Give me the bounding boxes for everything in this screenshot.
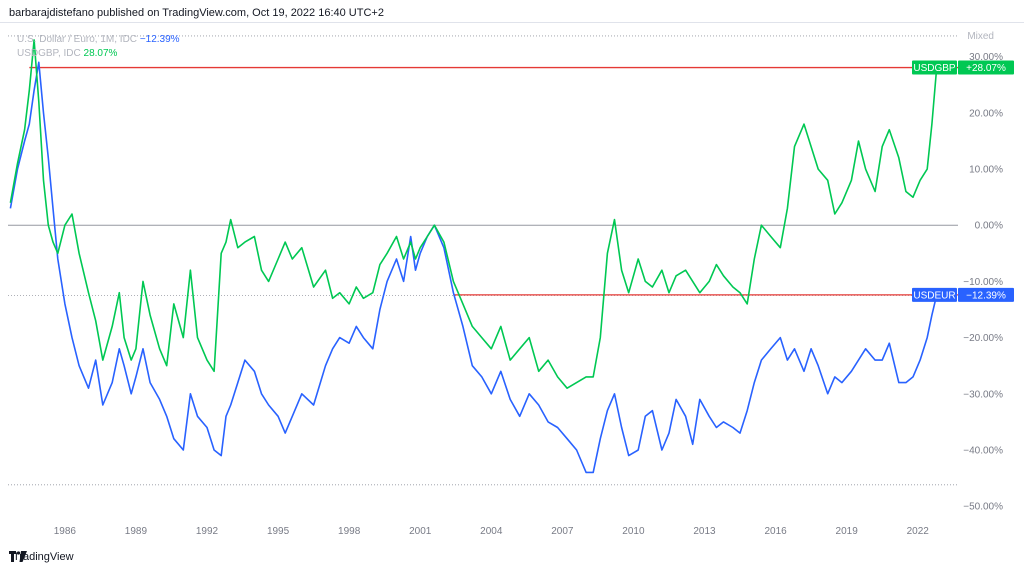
series-line-usdgbp [9,39,938,390]
footer-brand-label: TradingView [13,551,74,563]
y-tick-label: −20.00% [963,333,1003,344]
badge-name-label: USDEUR [913,290,955,301]
x-tick-label: 1992 [196,526,219,537]
legend: U.S. Dollar / Euro, 1M, IDC −12.39% USDG… [17,33,180,61]
y-tick-label: 10.00% [969,165,1003,176]
badge-usdeur: USDEUR −12.39% [912,287,1014,302]
badge-value-bg [958,60,1014,75]
badge-value-label: −12.39% [966,290,1006,301]
x-tick-label: 2019 [836,526,859,537]
legend-usdgbp-value: 28.07% [83,48,118,59]
y-tick-label: 30.00% [969,52,1003,63]
x-tick-label: 2016 [764,526,787,537]
x-tick-label: 2007 [551,526,574,537]
legend-usdgbp[interactable]: USDGBP, IDC 28.07% [17,47,180,61]
footer-brand[interactable]: TradingView [9,551,74,563]
series-line-usdeur [9,61,938,474]
x-tick-label: 2001 [409,526,432,537]
chart-area[interactable]: 30.00% 20.00% 10.00% 0.00% −10.00% −20.00% −30… [0,22,1024,548]
x-tick-label: 1986 [54,526,77,537]
publish-info: barbarajdistefano published on TradingVi… [9,7,384,19]
legend-usdgbp-label: USDGBP, IDC [17,48,81,59]
x-tick-label: 1989 [125,526,148,537]
x-tick-label: 2013 [693,526,716,537]
badge-value-bg [958,287,1014,302]
x-tick-label: 1998 [338,526,361,537]
y-tick-label: −30.00% [963,389,1003,400]
badge-usdgbp: USDGBP +28.07% [912,60,1014,75]
x-tick-label: 2004 [480,526,503,537]
y-tick-label: −50.00% [963,502,1003,513]
x-tick-label: 1995 [267,526,290,537]
legend-usdeur[interactable]: U.S. Dollar / Euro, 1M, IDC −12.39% [17,33,180,47]
chart-svg[interactable]: 30.00% 20.00% 10.00% 0.00% −10.00% −20.00% −30… [0,23,1024,548]
x-tick-label: 2022 [907,526,930,537]
y-tick-label: 0.00% [975,221,1003,232]
badge-name-label: USDGBP [913,63,956,74]
scale-mode-label[interactable]: Mixed [967,31,994,42]
y-tick-label: −10.00% [963,277,1003,288]
x-tick-label: 2010 [622,526,645,537]
legend-usdeur-value: −12.39% [139,34,180,45]
badge-name-bg [912,60,957,75]
y-tick-label: −40.00% [963,445,1003,456]
legend-usdeur-label: U.S. Dollar / Euro, 1M, IDC [17,34,138,45]
badge-value-label: +28.07% [966,63,1006,74]
y-tick-label: 20.00% [969,108,1003,119]
badge-name-bg [912,287,957,302]
